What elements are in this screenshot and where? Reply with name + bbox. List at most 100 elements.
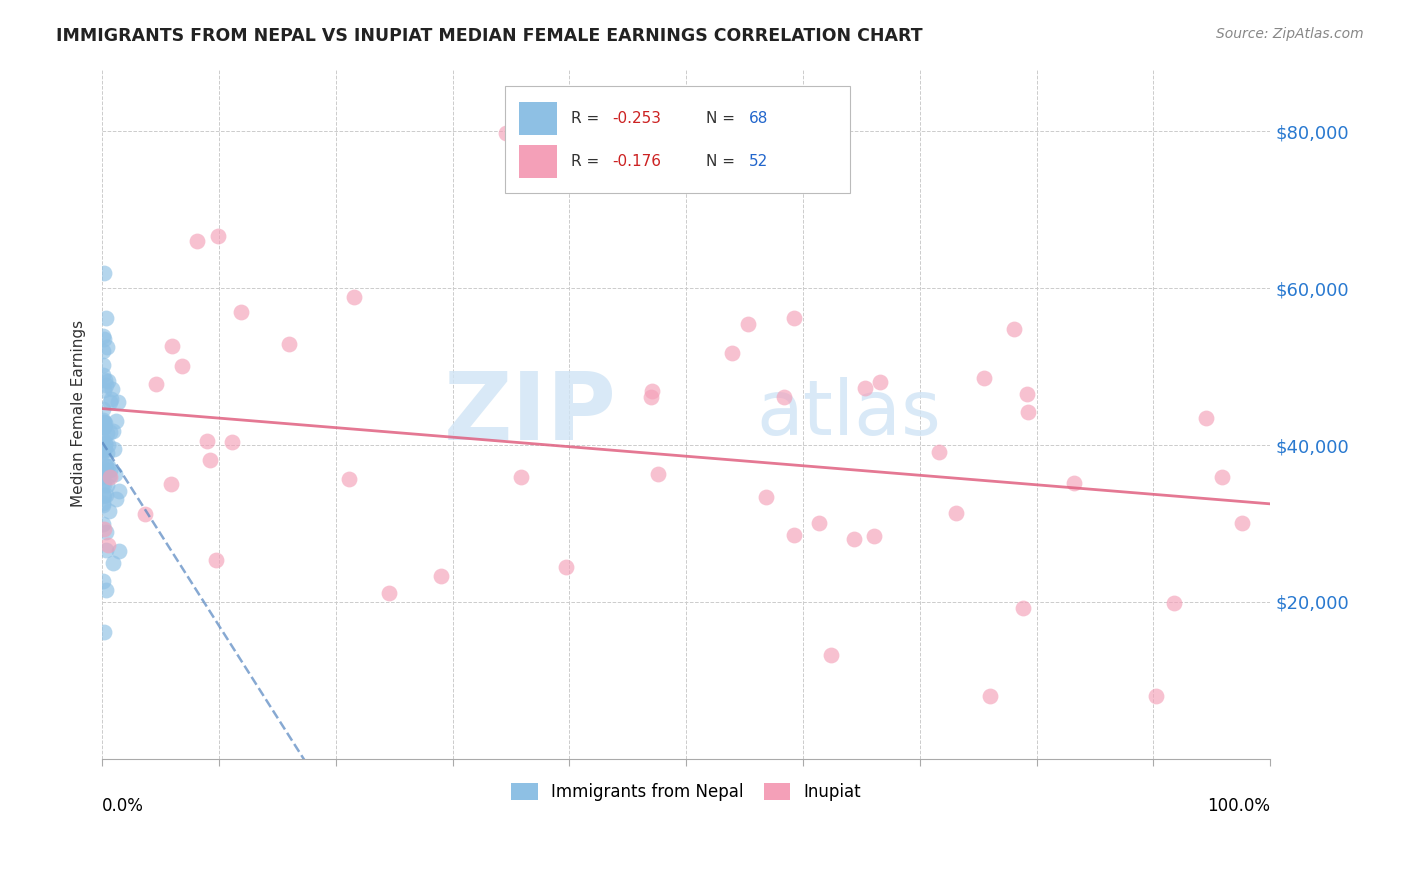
Point	[93, 442, 115, 457]
Point	[93, 419, 115, 434]
Point	[928, 445, 950, 459]
Point	[103, 442, 125, 456]
Point	[94, 435, 117, 450]
Point	[737, 318, 759, 332]
Point	[96, 459, 118, 474]
Point	[94, 488, 117, 502]
Point	[91, 444, 114, 458]
Text: -0.253: -0.253	[613, 112, 662, 127]
Point	[160, 339, 183, 353]
Point	[207, 228, 229, 243]
Point	[96, 446, 118, 460]
Point	[1015, 387, 1038, 401]
Point	[91, 328, 114, 343]
Point	[221, 434, 243, 449]
Point	[91, 499, 114, 513]
Point	[105, 492, 128, 507]
Text: R =: R =	[571, 112, 603, 127]
Point	[555, 559, 578, 574]
Point	[104, 467, 127, 481]
Point	[1195, 411, 1218, 425]
Point	[869, 375, 891, 389]
Y-axis label: Median Female Earnings: Median Female Earnings	[72, 320, 86, 508]
Point	[820, 648, 842, 662]
Point	[96, 426, 118, 441]
Point	[107, 394, 129, 409]
Point	[1063, 476, 1085, 491]
Point	[186, 234, 208, 248]
Point	[91, 516, 114, 531]
Point	[91, 444, 114, 458]
Point	[93, 415, 115, 429]
Point	[1012, 600, 1035, 615]
Bar	[519, 145, 557, 178]
Point	[91, 574, 114, 588]
Point	[91, 368, 114, 383]
Point	[94, 542, 117, 557]
Point	[495, 126, 517, 140]
Point	[93, 383, 115, 397]
Point	[343, 290, 366, 304]
Point	[93, 419, 115, 434]
Point	[96, 378, 118, 392]
Point	[93, 440, 115, 454]
Point	[100, 392, 122, 406]
Point	[91, 415, 114, 429]
Point	[91, 413, 114, 427]
Point	[509, 470, 531, 484]
Point	[96, 477, 118, 491]
Point	[945, 506, 967, 520]
Point	[97, 438, 120, 452]
Point	[1211, 469, 1233, 483]
Point	[91, 420, 114, 434]
Point	[1002, 322, 1025, 336]
Point	[641, 384, 664, 398]
Point	[278, 337, 301, 351]
Point	[720, 346, 742, 360]
Point	[170, 359, 193, 373]
Point	[91, 475, 114, 490]
Point	[204, 553, 226, 567]
Point	[100, 463, 122, 477]
Point	[134, 507, 156, 521]
Point	[94, 466, 117, 480]
Point	[973, 370, 995, 384]
Point	[107, 484, 129, 499]
Point	[773, 390, 796, 404]
Text: ZIP: ZIP	[443, 368, 616, 459]
Text: -0.176: -0.176	[613, 154, 662, 169]
Point	[98, 468, 121, 483]
Point	[94, 525, 117, 540]
Point	[783, 528, 806, 542]
Text: atlas: atlas	[756, 376, 941, 450]
Text: 52: 52	[749, 154, 769, 169]
Point	[103, 557, 125, 571]
Point	[93, 489, 115, 503]
Bar	[519, 103, 557, 136]
Point	[1232, 516, 1254, 530]
Point	[94, 459, 117, 474]
Point	[755, 490, 778, 504]
Point	[91, 488, 114, 502]
Text: R =: R =	[571, 154, 603, 169]
Text: IMMIGRANTS FROM NEPAL VS INUPIAT MEDIAN FEMALE EARNINGS CORRELATION CHART: IMMIGRANTS FROM NEPAL VS INUPIAT MEDIAN …	[56, 27, 922, 45]
Point	[94, 373, 117, 387]
Point	[91, 469, 114, 483]
Point	[96, 310, 118, 325]
Point	[979, 689, 1001, 703]
Point	[195, 434, 218, 449]
Text: Source: ZipAtlas.com: Source: ZipAtlas.com	[1216, 27, 1364, 41]
Point	[640, 390, 662, 404]
Point	[91, 433, 114, 447]
Point	[337, 472, 360, 486]
Text: N =: N =	[706, 112, 740, 127]
Point	[96, 340, 118, 354]
Point	[93, 442, 115, 457]
Point	[91, 359, 114, 373]
Point	[378, 586, 401, 600]
Point	[107, 544, 129, 558]
Point	[97, 374, 120, 388]
Point	[1144, 689, 1167, 703]
Point	[93, 332, 115, 346]
Point	[98, 504, 121, 518]
